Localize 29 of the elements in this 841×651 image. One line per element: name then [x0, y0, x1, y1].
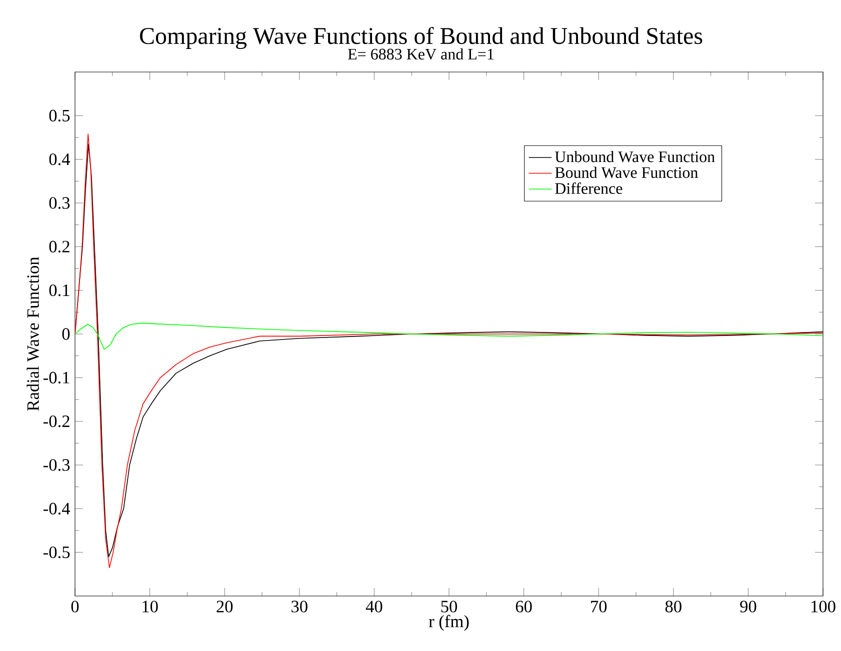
y-tick-label: 0.2	[49, 240, 70, 253]
x-tick-label: 70	[591, 600, 607, 612]
y-tick-label: -0.4	[44, 502, 70, 515]
y-tick-label: 0.3	[49, 197, 70, 209]
x-tick-label: 60	[516, 600, 532, 612]
x-tick-label: 10	[142, 600, 158, 612]
legend-label: Bound Wave Function	[555, 166, 698, 178]
x-tick-label: 90	[740, 600, 756, 612]
x-tick-label: 50	[441, 600, 458, 612]
chart-subtitle: E= 6883 KeV and L=1	[348, 48, 494, 60]
y-tick-label: -0.1	[44, 372, 70, 384]
legend-label: Unbound Wave Function	[554, 150, 715, 162]
x-tick-label: 20	[216, 600, 233, 612]
x-tick-label: 30	[292, 600, 308, 612]
y-tick-label: -0.3	[44, 459, 70, 471]
x-tick-label: 40	[366, 600, 382, 612]
x-tick-label: 80	[665, 600, 682, 612]
legend-label: Difference	[555, 182, 622, 194]
y-tick-label: -0.2	[44, 415, 70, 428]
chart-title: Comparing Wave Functions of Bound and Unbound States	[140, 26, 702, 50]
x-tick-label: 0	[71, 600, 79, 612]
x-tick-label: 100	[812, 600, 836, 612]
y-tick-label: -0.5	[44, 546, 70, 558]
x-axis-title: r (fm)	[428, 614, 469, 631]
y-tick-label: 0.5	[49, 110, 70, 122]
y-tick-label: 0	[62, 328, 70, 340]
y-tick-label: 0.1	[49, 284, 70, 296]
y-tick-label: 0.4	[49, 153, 70, 166]
y-axis-title: Radial Wave Function	[26, 256, 40, 411]
